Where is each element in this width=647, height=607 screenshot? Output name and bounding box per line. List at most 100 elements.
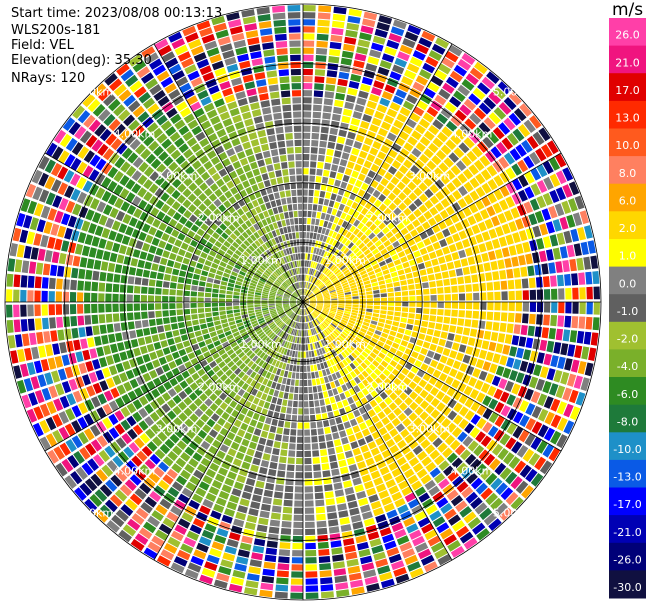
velocity-gate	[314, 342, 318, 349]
velocity-gate	[438, 460, 450, 471]
velocity-gate	[453, 402, 463, 413]
velocity-gate	[278, 549, 290, 557]
velocity-gate	[307, 267, 310, 275]
velocity-gate	[412, 50, 426, 61]
velocity-gate	[366, 240, 374, 248]
velocity-gate	[334, 379, 341, 387]
velocity-gate	[528, 213, 538, 226]
velocity-gate	[309, 303, 316, 306]
velocity-gate	[313, 350, 318, 357]
velocity-gate	[487, 131, 500, 144]
velocity-gate	[450, 134, 462, 145]
velocity-gate	[426, 350, 435, 359]
velocity-gate	[347, 15, 361, 24]
velocity-gate	[316, 280, 322, 286]
velocity-gate	[330, 342, 336, 349]
velocity-gate	[571, 316, 579, 329]
velocity-gate	[312, 312, 318, 317]
velocity-gate	[461, 218, 470, 229]
velocity-gate	[392, 95, 404, 106]
velocity-gate	[405, 118, 417, 129]
velocity-gate	[503, 97, 517, 111]
velocity-gate	[291, 571, 303, 578]
velocity-gate	[339, 264, 346, 271]
velocity-gate	[501, 137, 514, 150]
velocity-gate	[407, 213, 417, 222]
velocity-gate	[529, 302, 537, 312]
velocity-gate	[398, 202, 407, 211]
velocity-gate	[319, 219, 324, 227]
velocity-gate	[464, 118, 477, 130]
velocity-gate	[303, 288, 305, 295]
velocity-gate	[459, 506, 473, 518]
velocity-gate	[373, 302, 381, 306]
velocity-gate	[386, 132, 397, 142]
velocity-gate	[365, 220, 373, 228]
velocity-gate	[363, 517, 375, 527]
velocity-gate	[313, 327, 317, 335]
velocity-gate	[305, 542, 316, 550]
velocity-gate	[392, 240, 400, 248]
velocity-gate	[358, 406, 367, 415]
velocity-gate	[518, 174, 529, 188]
velocity-gate	[356, 231, 364, 239]
velocity-gate	[404, 468, 415, 479]
velocity-gate	[306, 282, 310, 289]
velocity-gate	[361, 351, 369, 358]
velocity-gate	[320, 584, 334, 592]
velocity-gate	[341, 237, 348, 245]
velocity-gate	[328, 262, 334, 269]
velocity-gate	[263, 561, 276, 570]
velocity-gate	[439, 209, 449, 220]
velocity-gate	[484, 218, 494, 230]
velocity-gate	[350, 514, 362, 523]
velocity-gate	[307, 329, 311, 336]
velocity-gate	[451, 177, 462, 188]
velocity-gate	[311, 372, 316, 379]
velocity-gate	[295, 372, 300, 379]
velocity-gate	[344, 544, 356, 553]
velocity-gate	[461, 467, 473, 479]
velocity-gate	[379, 571, 393, 582]
velocity-gate	[428, 485, 440, 497]
velocity-gate	[388, 302, 395, 306]
velocity-gate	[321, 591, 334, 599]
velocity-gate	[347, 87, 358, 96]
velocity-gate	[287, 457, 295, 464]
velocity-gate	[341, 351, 347, 359]
velocity-gate	[377, 364, 385, 372]
velocity-gate	[371, 337, 378, 344]
velocity-gate	[369, 223, 377, 232]
velocity-gate	[335, 371, 342, 379]
velocity-gate	[388, 212, 397, 221]
velocity-gate	[309, 298, 316, 301]
velocity-gate	[352, 210, 360, 219]
velocity-gate	[541, 144, 553, 158]
velocity-gate	[451, 285, 458, 293]
velocity-gate	[394, 291, 402, 297]
velocity-gate	[492, 86, 507, 100]
velocity-gate	[499, 467, 512, 480]
velocity-gate	[276, 427, 283, 435]
velocity-gate	[332, 561, 345, 569]
velocity-gate	[335, 445, 344, 454]
velocity-gate	[377, 151, 387, 160]
velocity-gate	[501, 223, 511, 235]
velocity-gate	[292, 407, 298, 415]
velocity-gate	[397, 51, 410, 62]
velocity-gate	[377, 276, 385, 282]
velocity-gate	[324, 299, 331, 301]
velocity-gate	[462, 266, 470, 275]
velocity-gate	[422, 314, 429, 321]
velocity-gate	[332, 388, 339, 396]
velocity-gate	[389, 266, 397, 273]
velocity-gate	[297, 322, 300, 330]
velocity-gate	[317, 281, 323, 287]
velocity-gate	[419, 269, 427, 276]
velocity-gate	[420, 474, 432, 485]
velocity-gate	[370, 163, 380, 173]
velocity-gate	[325, 383, 332, 390]
velocity-gate	[265, 547, 277, 555]
velocity-gate	[433, 167, 444, 178]
velocity-gate	[590, 332, 599, 346]
